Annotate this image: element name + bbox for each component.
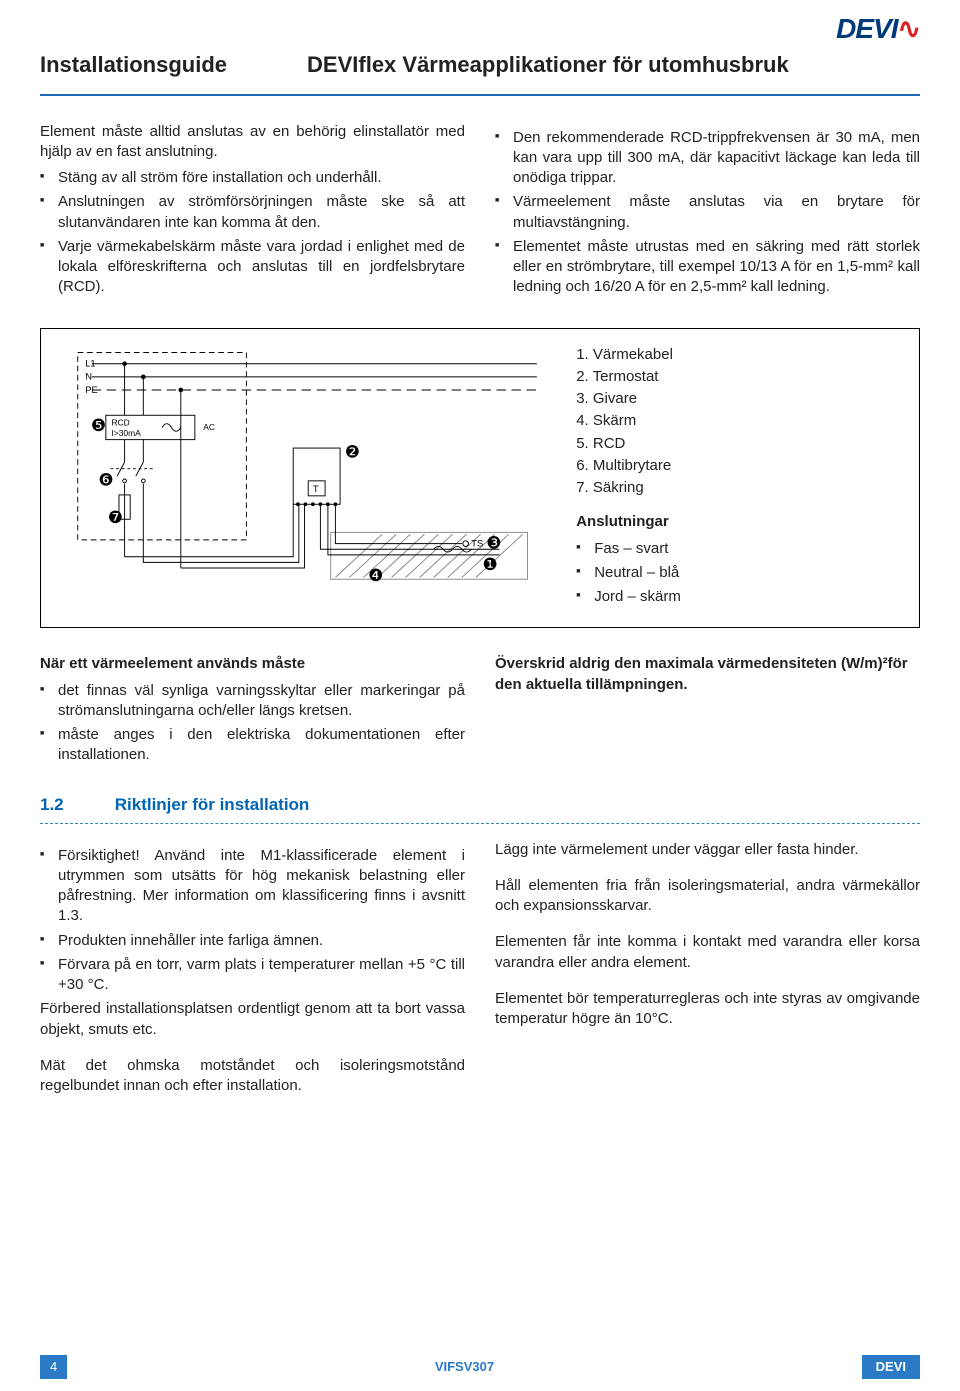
legend-item: 3. Givare [576, 389, 901, 409]
label-l1: L1 [85, 358, 95, 368]
callout-7: ❼ [108, 508, 123, 527]
footer-brand: DEVI [862, 1355, 920, 1379]
usage-left: När ett värmeelement används måste det f… [40, 654, 465, 769]
label-i30: I>30mA [111, 428, 141, 438]
diagram-block: L1 N PE RCD I>30mA AC ❺ [40, 328, 920, 629]
header-rule [40, 94, 920, 96]
brand-logo: DEVI∿ [836, 10, 920, 48]
intro-right-list: Den rekommenderade RCD-trippfrekvensen ä… [495, 128, 920, 298]
usage-columns: När ett värmeelement används måste det f… [40, 654, 920, 769]
intro-right: Den rekommenderade RCD-trippfrekvensen ä… [495, 122, 920, 302]
guidelines-list: Försiktighet! Använd inte M1-klassificer… [40, 846, 465, 996]
callout-3: ❸ [486, 533, 501, 552]
list-item: det finnas väl synliga varningsskyltar e… [40, 681, 465, 722]
callout-6: ❻ [98, 470, 113, 489]
guide-title: Installationsguide [40, 50, 227, 80]
doc-code: VIFSV307 [435, 1358, 494, 1376]
section-1-2-right: Lägg inte värmelement under väggar eller… [495, 840, 920, 1113]
legend-item: 7. Säkring [576, 478, 901, 498]
list-item: Fas – svart [576, 539, 901, 559]
section-1-2-left: Försiktighet! Använd inte M1-klassificer… [40, 840, 465, 1113]
label-ts: TS [471, 538, 483, 548]
intro-left-list: Stäng av all ström före installation och… [40, 168, 465, 298]
label-rcd: RCD [111, 417, 129, 427]
label-n: N [85, 371, 92, 381]
callout-2: ❷ [345, 442, 360, 461]
wiring-svg: L1 N PE RCD I>30mA AC ❺ [59, 345, 546, 598]
wiring-diagram: L1 N PE RCD I>30mA AC ❺ [59, 345, 546, 612]
label-t: T [313, 484, 319, 494]
list-item: Försiktighet! Använd inte M1-klassificer… [40, 846, 465, 927]
legend-list: 1. Värmekabel 2. Termostat 3. Givare 4. … [576, 345, 901, 499]
doc-title: DEVIflex Värmeapplikationer för utomhusb… [307, 50, 789, 80]
label-pe: PE [85, 384, 98, 394]
right-p2: Håll elementen fria från isoleringsmater… [495, 876, 920, 917]
intro-lead: Element måste alltid anslutas av en behö… [40, 122, 465, 163]
list-item: Varje värmekabelskärm måste vara jordad … [40, 237, 465, 298]
page-number: 4 [40, 1355, 67, 1379]
section-title: Riktlinjer för installation [115, 795, 310, 814]
list-item: Produkten innehåller inte farliga ämnen. [40, 931, 465, 951]
usage-heading: När ett värmeelement används måste [40, 654, 465, 674]
section-1-2-columns: Försiktighet! Använd inte M1-klassificer… [40, 840, 920, 1113]
list-item: Elementet måste utrustas med en säkring … [495, 237, 920, 298]
legend-item: 1. Värmekabel [576, 345, 901, 365]
callout-5: ❺ [91, 416, 106, 435]
right-p1: Lägg inte värmelement under väggar eller… [495, 840, 920, 860]
intro-columns: Element måste alltid anslutas av en behö… [40, 122, 920, 302]
section-1-2-heading: 1.2 Riktlinjer för installation [40, 794, 920, 817]
page-footer: 4 VIFSV307 DEVI [0, 1355, 960, 1379]
measure-paragraph: Mät det ohmska motståndet och isolerings… [40, 1056, 465, 1097]
legend-item: 5. RCD [576, 434, 901, 454]
diagram-legend: 1. Värmekabel 2. Termostat 3. Givare 4. … [576, 345, 901, 612]
connections-heading: Anslutningar [576, 512, 901, 532]
list-item: Förvara på en torr, varm plats i tempera… [40, 955, 465, 996]
list-item: Värmeelement måste anslutas via en bryta… [495, 192, 920, 233]
label-ac: AC [203, 422, 215, 432]
list-item: Anslutningen av strömförsörjningen måste… [40, 192, 465, 233]
logo-text: DEVI [836, 13, 897, 44]
intro-left: Element måste alltid anslutas av en behö… [40, 122, 465, 302]
legend-item: 4. Skärm [576, 411, 901, 431]
connections-list: Fas – svart Neutral – blå Jord – skärm [576, 539, 901, 608]
list-item: måste anges i den elektriska dokumentati… [40, 725, 465, 766]
legend-item: 6. Multibrytare [576, 456, 901, 476]
logo-swoosh-icon: ∿ [898, 13, 920, 44]
section-number: 1.2 [40, 794, 110, 817]
callout-4: ❹ [368, 566, 383, 585]
usage-list: det finnas väl synliga varningsskyltar e… [40, 681, 465, 766]
list-item: Neutral – blå [576, 563, 901, 583]
right-p4: Elementet bör temperaturregleras och int… [495, 989, 920, 1030]
usage-warning: Överskrid aldrig den maximala värmedensi… [495, 654, 920, 695]
section-rule [40, 823, 920, 824]
prep-paragraph: Förbered installationsplatsen ordentligt… [40, 999, 465, 1040]
right-p3: Elementen får inte komma i kontakt med v… [495, 932, 920, 973]
callout-1: ❶ [482, 555, 497, 574]
list-item: Stäng av all ström före installation och… [40, 168, 465, 188]
header: Installationsguide DEVIflex Värmeapplika… [40, 50, 920, 88]
list-item: Jord – skärm [576, 587, 901, 607]
legend-item: 2. Termostat [576, 367, 901, 387]
list-item: Den rekommenderade RCD-trippfrekvensen ä… [495, 128, 920, 189]
usage-right: Överskrid aldrig den maximala värmedensi… [495, 654, 920, 769]
